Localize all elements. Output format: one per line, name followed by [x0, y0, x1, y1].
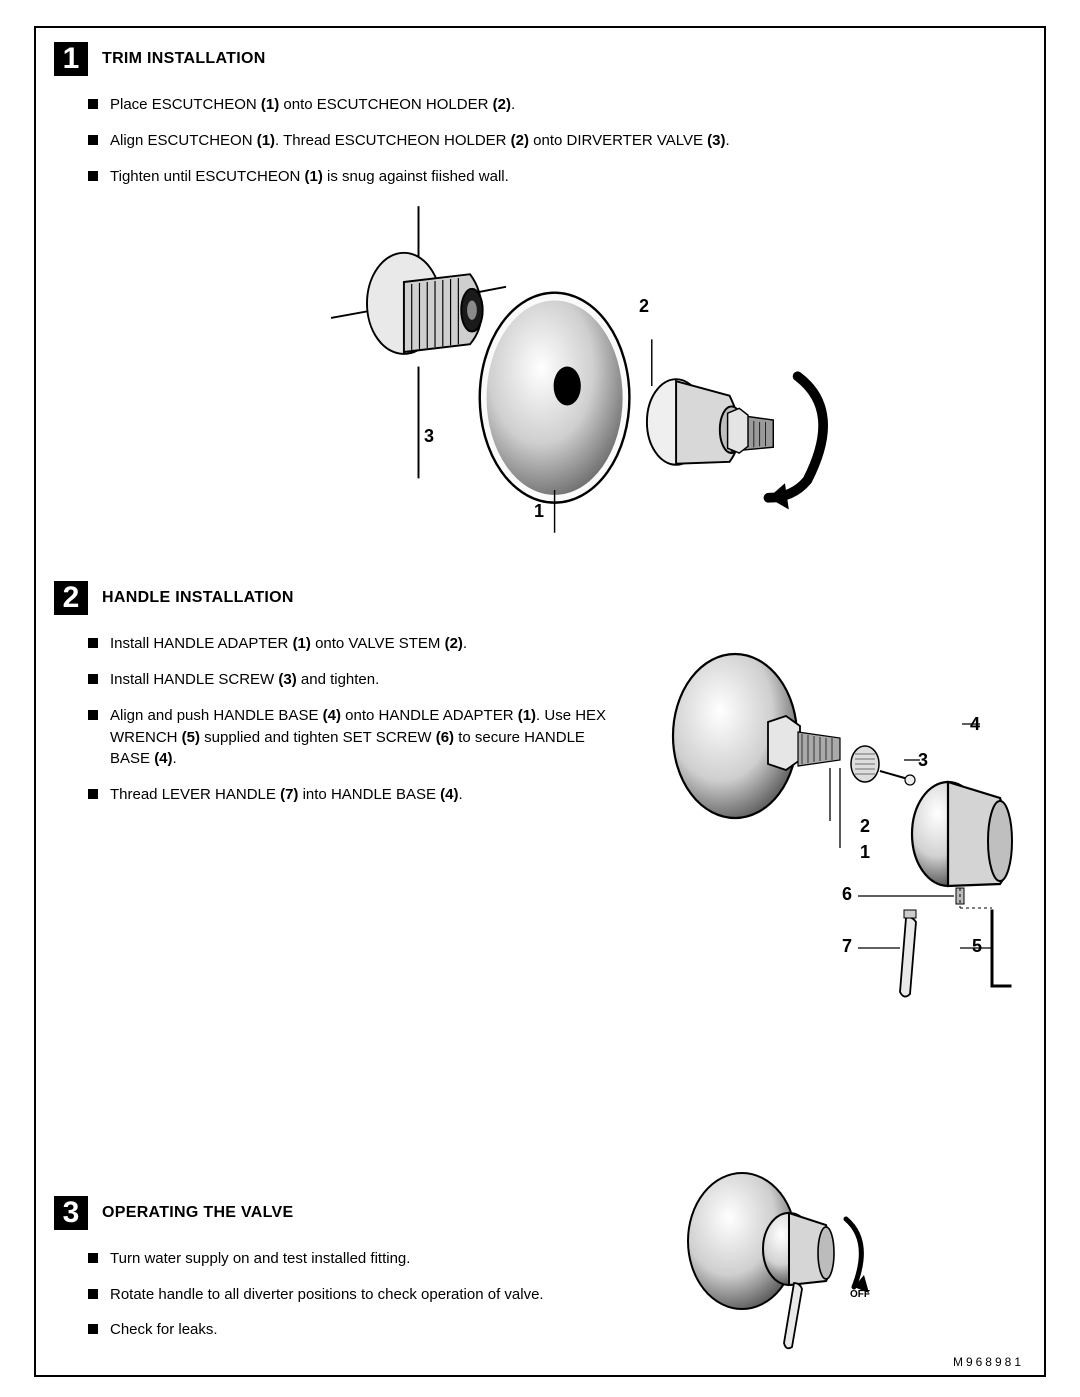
step-item: Install HANDLE SCREW (3) and tighten.	[88, 669, 608, 691]
step-item: Rotate handle to all diverter positions …	[88, 1284, 648, 1306]
section-number: 1	[54, 42, 88, 76]
step-item: Check for leaks.	[88, 1319, 648, 1341]
step-list: Turn water supply on and test installed …	[54, 1248, 648, 1341]
callout: 1	[534, 501, 544, 522]
callout: 5	[972, 936, 982, 957]
section-number: 2	[54, 581, 88, 615]
step-item: Turn water supply on and test installed …	[88, 1248, 648, 1270]
callout: 3	[424, 426, 434, 447]
section-title: TRIM INSTALLATION	[102, 50, 266, 68]
callout: 4	[970, 714, 980, 735]
callout: 3	[918, 750, 928, 771]
callout: 2	[860, 816, 870, 837]
callout: 6	[842, 884, 852, 905]
step-list: Place ESCUTCHEON (1) onto ESCUTCHEON HOL…	[54, 94, 1026, 187]
step-item: Place ESCUTCHEON (1) onto ESCUTCHEON HOL…	[88, 94, 1026, 116]
section-1: 1 TRIM INSTALLATION Place ESCUTCHEON (1)…	[54, 42, 1026, 571]
callout: 2	[639, 296, 649, 317]
callout: 1	[860, 842, 870, 863]
step-list: Install HANDLE ADAPTER (1) onto VALVE ST…	[54, 633, 608, 806]
section-title: OPERATING THE VALVE	[102, 1204, 294, 1222]
section-title: HANDLE INSTALLATION	[102, 589, 294, 607]
document-id: M968981	[953, 1355, 1024, 1369]
step-item: Align and push HANDLE BASE (4) onto HAND…	[88, 705, 608, 770]
off-label: OFF	[850, 1289, 870, 1300]
step-item: Install HANDLE ADAPTER (1) onto VALVE ST…	[88, 633, 608, 655]
step-item: Thread LEVER HANDLE (7) into HANDLE BASE…	[88, 784, 608, 806]
figure-1: 2 3 1	[54, 201, 1026, 571]
section-number: 3	[54, 1196, 88, 1230]
figure-3: OFF	[674, 1171, 924, 1351]
step-item: Tighten until ESCUTCHEON (1) is snug aga…	[88, 166, 1026, 188]
step-item: Align ESCUTCHEON (1). Thread ESCUTCHEON …	[88, 130, 1026, 152]
callout: 7	[842, 936, 852, 957]
figure-2: 4 3 2 1 6 7 5	[660, 656, 1020, 1026]
